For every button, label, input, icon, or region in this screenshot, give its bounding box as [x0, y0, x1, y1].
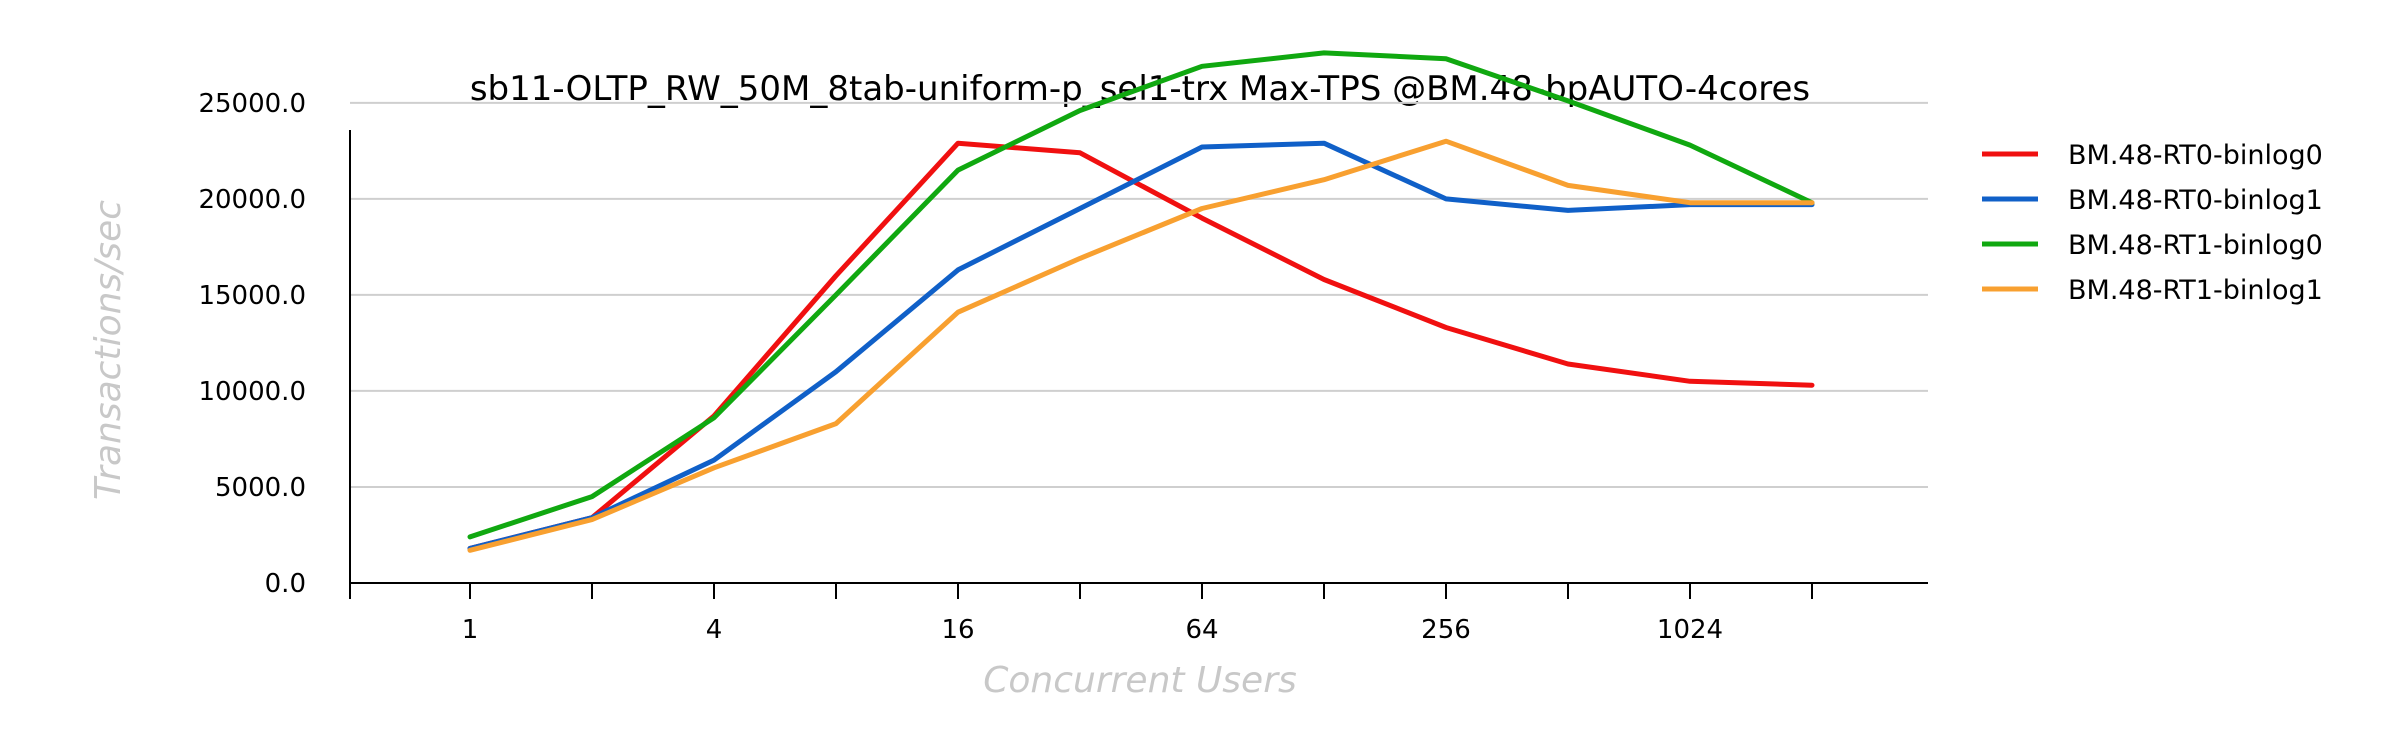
x-tick-label: 4	[706, 615, 723, 645]
series-line-BM.48-RT1-binlog1	[467, 138, 1815, 553]
x-tick-layer: 1 4 16 64 256 1024	[349, 583, 1813, 645]
y-tick-label: 10000.0	[198, 377, 306, 407]
axis-layer	[349, 130, 1928, 584]
series-layer	[467, 50, 1815, 553]
legend-label: BM.48-RT0-binlog0	[2068, 140, 2323, 171]
y-axis-title: Transactions/sec	[88, 200, 129, 500]
x-axis-title: Concurrent Users	[983, 660, 1297, 701]
y-tick-label: 0.0	[265, 569, 306, 599]
grid-layer	[350, 101, 1928, 488]
x-tick-label: 16	[941, 615, 974, 645]
y-tick-label: 15000.0	[198, 281, 306, 311]
x-tick-label: 1	[462, 615, 479, 645]
legend: BM.48-RT0-binlog0 BM.48-RT0-binlog1 BM.48-…	[1982, 140, 2323, 306]
x-tick-label: 64	[1185, 615, 1218, 645]
legend-label: BM.48-RT1-binlog0	[2068, 230, 2323, 261]
y-tick-label: 20000.0	[198, 185, 306, 215]
legend-label: BM.48-RT1-binlog1	[2068, 275, 2323, 306]
series-line-BM.48-RT1-binlog0	[467, 50, 1815, 540]
legend-label: BM.48-RT0-binlog1	[2068, 185, 2323, 216]
series-line-BM.48-RT0-binlog1	[467, 140, 1815, 551]
x-tick-label: 256	[1421, 615, 1471, 645]
y-tick-layer: 0.0 5000.0 10000.0 15000.0 20000.0 25000.0	[198, 89, 306, 599]
y-tick-label: 25000.0	[198, 89, 306, 119]
y-tick-label: 5000.0	[215, 473, 306, 503]
x-tick-label: 1024	[1657, 615, 1723, 645]
